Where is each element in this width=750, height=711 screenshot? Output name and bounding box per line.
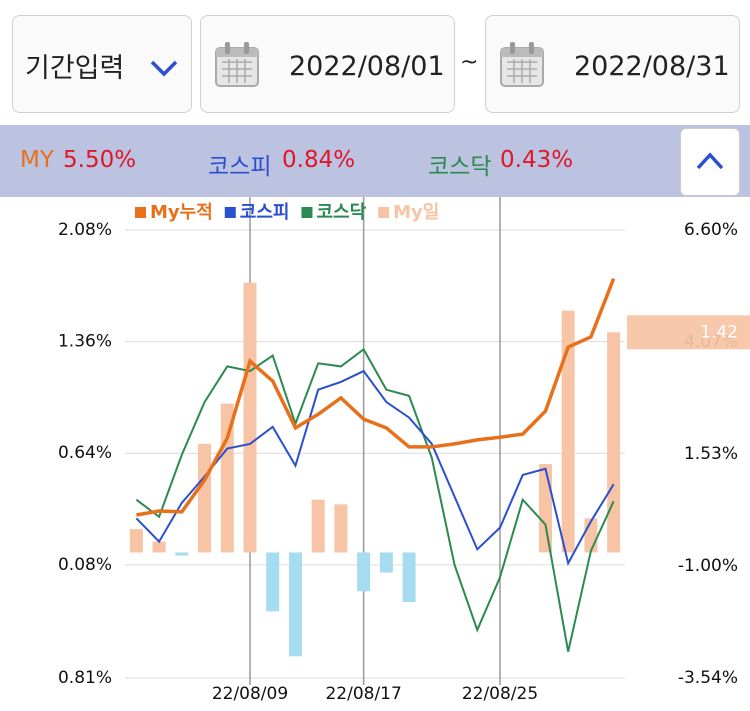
bar: [311, 499, 325, 553]
y2-tick-label: 4.07%: [684, 332, 738, 352]
legend-label: My일: [393, 202, 439, 223]
y2-tick-label: 6.60%: [684, 220, 738, 240]
y-tick-label: 1.36%: [58, 332, 112, 352]
x-tick-label: 22/08/09: [212, 684, 288, 704]
bar: [198, 443, 212, 553]
bar: [607, 332, 621, 553]
legend-label: 코스피: [240, 202, 290, 223]
summary-value: 0.43%: [500, 147, 574, 173]
end-date: 2022/08/31: [574, 51, 730, 82]
summary-name: 코스닥: [428, 154, 492, 180]
bar: [379, 552, 393, 573]
summary-bar: [0, 125, 750, 197]
summary-value: 0.84%: [282, 147, 356, 173]
value-badge-label: 1.42: [700, 322, 738, 342]
legend-swatch: [301, 207, 313, 218]
y-tick-label: 0.64%: [58, 443, 112, 463]
start-date-input[interactable]: 2022/08/01: [200, 15, 455, 113]
start-date: 2022/08/01: [289, 51, 445, 82]
value-badge: [627, 315, 750, 350]
bar: [129, 529, 143, 553]
legend-label: 코스닥: [316, 202, 366, 223]
bar: [561, 310, 575, 553]
summary-name: 코스피: [208, 154, 272, 180]
bar: [334, 504, 348, 553]
bar: [402, 552, 416, 603]
summary-value: 5.50%: [63, 147, 137, 173]
bar: [288, 552, 302, 657]
bar: [584, 518, 598, 553]
bar: [357, 552, 371, 592]
y-tick-label: 2.08%: [58, 220, 112, 240]
chevron-up: [696, 152, 724, 170]
legend-swatch: [224, 207, 236, 218]
line: [136, 277, 616, 517]
y-tick-label: 0.08%: [58, 555, 112, 575]
legend-label: My누적: [150, 202, 213, 223]
collapse-button[interactable]: [680, 128, 740, 196]
x-tick-label: 22/08/17: [325, 684, 401, 704]
calendar-icon: [215, 42, 259, 87]
bar: [152, 541, 166, 553]
date-separator: ~: [460, 50, 479, 75]
calendar-icon: [500, 42, 544, 87]
legend-swatch: [378, 207, 390, 218]
bar: [538, 464, 552, 553]
bar: [243, 282, 257, 553]
period-select[interactable]: 기간입력: [12, 15, 192, 113]
end-date-input[interactable]: 2022/08/31: [485, 15, 740, 113]
legend-swatch: [135, 207, 146, 218]
summary-name: MY: [20, 147, 54, 173]
line: [135, 369, 615, 567]
x-tick-label: 22/08/25: [462, 684, 538, 704]
bar: [175, 552, 189, 556]
period-select-text: 기간입력: [25, 53, 125, 84]
line: [135, 347, 615, 652]
y-tick-label: 0.81%: [58, 668, 112, 688]
y2-tick-label: -1.00%: [678, 556, 738, 576]
bar: [220, 403, 234, 553]
bar: [266, 552, 280, 612]
y2-tick-label: -3.54%: [678, 668, 738, 688]
chevron-down: [150, 60, 178, 77]
y2-tick-label: 1.53%: [684, 444, 738, 464]
